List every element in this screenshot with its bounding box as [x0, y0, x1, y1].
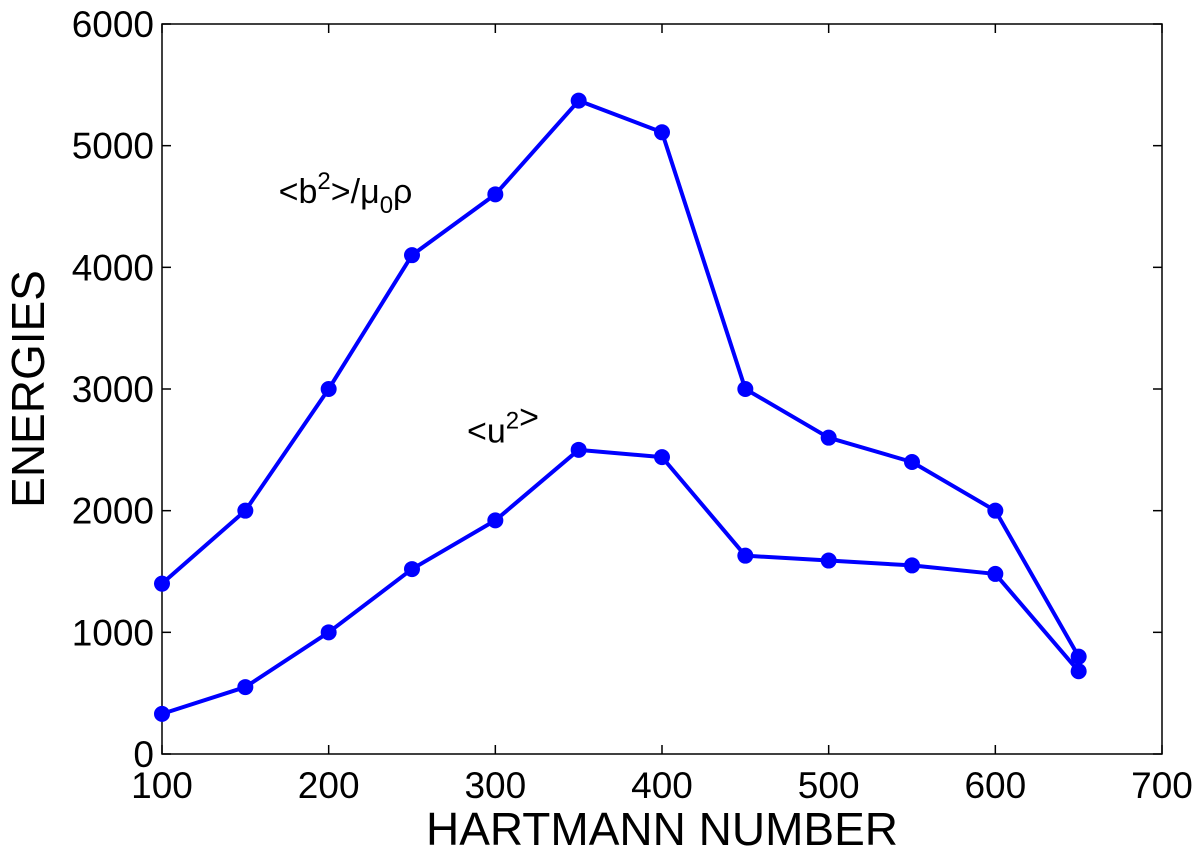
y-tick-label: 3000 [72, 369, 154, 410]
series-0-point [154, 575, 170, 592]
series-1-point [404, 561, 420, 578]
series-0-point [320, 381, 337, 397]
series-1-point [820, 552, 837, 569]
x-tick-label: 400 [631, 765, 693, 806]
series-label-0: <b2>/μ0ρ [279, 168, 413, 219]
axis-ticks [161, 23, 1163, 755]
series-1-point [904, 557, 920, 574]
series-0-point [654, 124, 670, 141]
y-tick-label: 4000 [72, 247, 154, 288]
series-0-point [1070, 648, 1087, 665]
y-tick-label: 2000 [72, 491, 154, 532]
series-line-1 [161, 447, 1081, 716]
series-1-point [1070, 663, 1087, 680]
series-1-point [487, 512, 504, 529]
y-axis-label: ENERGIES [2, 270, 54, 508]
series-1-point [237, 679, 254, 696]
y-tick-label: 6000 [72, 4, 154, 45]
x-tick-label: 200 [298, 765, 360, 806]
y-tick-label: 0 [133, 734, 154, 775]
y-tick-label: 1000 [72, 612, 154, 653]
x-tick-label: 100 [131, 765, 193, 806]
series-label-1: <u2> [467, 399, 539, 451]
x-tick-label: 500 [798, 765, 860, 806]
series-1-point [654, 449, 670, 466]
series-0-point [904, 454, 920, 470]
series-0-point [404, 247, 420, 264]
series-0-point [737, 381, 754, 397]
series-points [154, 92, 1087, 722]
series-1-point [737, 547, 754, 564]
series-0-point [487, 186, 504, 203]
x-axis-label: HARTMANN NUMBER [426, 803, 898, 848]
series-0-point [237, 502, 254, 519]
series-1-point [320, 624, 337, 641]
series-1-point [154, 705, 170, 722]
series-line-0 [160, 98, 1081, 658]
y-tick-label: 5000 [72, 126, 154, 167]
series-0-point [987, 502, 1004, 519]
series-lines [160, 98, 1081, 716]
x-tick-label: 300 [464, 765, 526, 806]
series-0-point [820, 429, 837, 446]
series-1-point [570, 441, 587, 458]
x-tick-label: 600 [964, 765, 1026, 806]
x-tick-label: 700 [1131, 765, 1193, 806]
axis-tick-labels: 100 200 300 400 500 600 700 0 1000 2000 3000 4000 50… [72, 4, 1193, 806]
series-labels: <b2>/μ0ρ <u2> [279, 168, 539, 451]
series-0-point [570, 92, 587, 109]
series-1-point [987, 565, 1004, 582]
